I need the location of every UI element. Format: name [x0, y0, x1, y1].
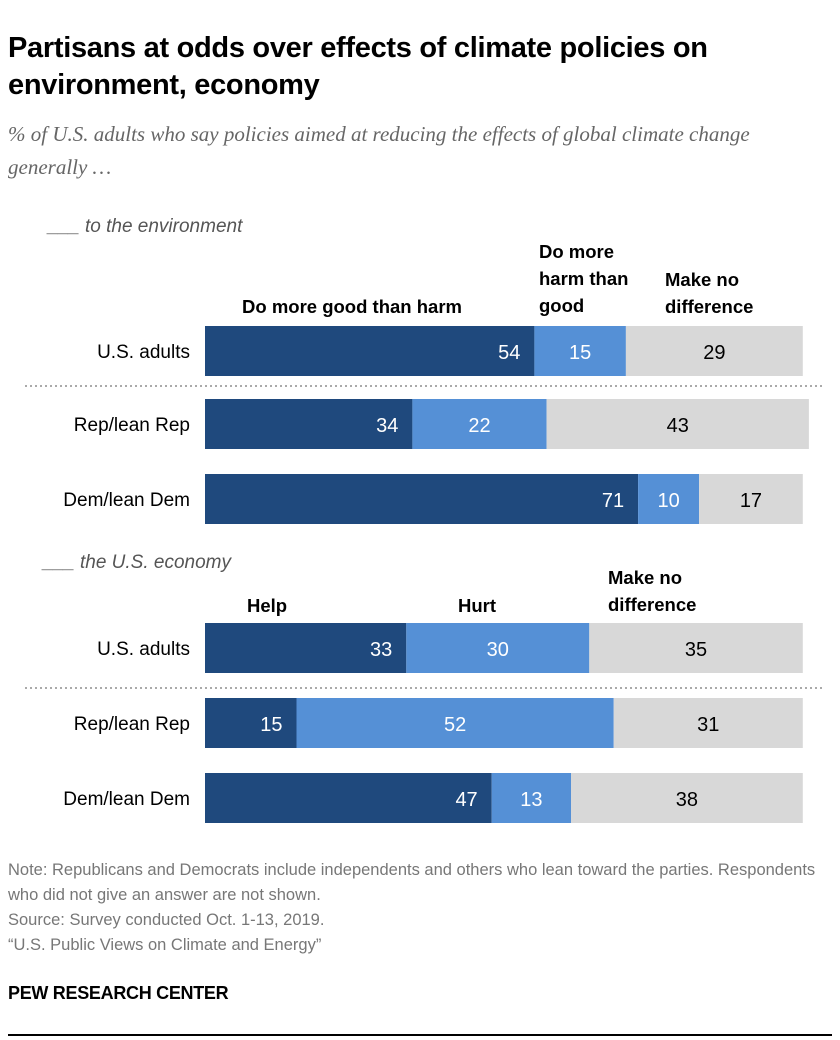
- footnote: Note: Republicans and Democrats include …: [8, 861, 816, 904]
- source-note: Source: Survey conducted Oct. 1-13, 2019…: [8, 911, 325, 929]
- data-label: 43: [667, 415, 689, 437]
- data-label: 54: [498, 342, 520, 364]
- bar-segment: [638, 474, 700, 524]
- data-label: 10: [657, 490, 679, 512]
- bar-segment: [534, 326, 626, 376]
- stacked-bar-charts: ___ to the environment Do more good than …: [25, 216, 825, 823]
- legend-label: Make no difference: [608, 567, 696, 615]
- data-label: 52: [444, 714, 466, 736]
- category-label: Dem/lean Dem: [63, 490, 190, 511]
- panel-title: ___ to the environment: [46, 216, 243, 237]
- category-label: Rep/lean Rep: [74, 714, 190, 735]
- panel-title: ___ the U.S. economy: [41, 552, 232, 573]
- data-label: 17: [740, 490, 762, 512]
- data-label: 15: [569, 342, 591, 364]
- data-label: 22: [468, 415, 490, 437]
- bar-segment: [412, 399, 547, 449]
- bar-segment: [613, 698, 803, 748]
- bar-segment: [571, 773, 803, 823]
- bar-segment: [205, 698, 297, 748]
- data-label: 38: [676, 789, 698, 811]
- data-label: 47: [455, 789, 477, 811]
- data-label: 34: [376, 415, 398, 437]
- bar-segment: [625, 326, 803, 376]
- bar-segment: [205, 474, 639, 524]
- category-label: U.S. adults: [97, 342, 190, 363]
- report-title: “U.S. Public Views on Climate and Energy…: [8, 936, 322, 954]
- data-label: 15: [260, 714, 282, 736]
- bar-segment: [699, 474, 803, 524]
- bar-segment: [205, 399, 413, 449]
- data-label: 31: [697, 714, 719, 736]
- bar-segment: [589, 623, 803, 673]
- bar-segment: [205, 326, 535, 376]
- bar-segment: [546, 399, 809, 449]
- legend-label: Hurt: [458, 595, 496, 616]
- data-label: 33: [370, 639, 392, 661]
- category-label: Rep/lean Rep: [74, 415, 190, 436]
- data-label: 29: [703, 342, 725, 364]
- legend-label: Help: [247, 595, 287, 616]
- bar-segment: [205, 623, 407, 673]
- bar-segment: [296, 698, 614, 748]
- bar-segment: [205, 773, 492, 823]
- legend-label: Make no difference: [665, 269, 753, 317]
- bar-segment: [406, 623, 590, 673]
- bottom-rule: [8, 1034, 832, 1036]
- chart-title: Partisans at odds over effects of climat…: [8, 32, 708, 101]
- bar-segment: [491, 773, 571, 823]
- legend-label: Do more good than harm: [242, 296, 462, 317]
- data-label: 30: [487, 639, 509, 661]
- category-label: U.S. adults: [97, 639, 190, 660]
- category-label: Dem/lean Dem: [63, 789, 190, 810]
- legend-label: Do more harm than good: [539, 241, 628, 316]
- chart-subtitle: % of U.S. adults who say policies aimed …: [8, 122, 750, 179]
- pew-logo-text: PEW RESEARCH CENTER: [8, 983, 229, 1003]
- data-label: 13: [520, 789, 542, 811]
- data-label: 35: [685, 639, 707, 661]
- data-label: 71: [602, 490, 624, 512]
